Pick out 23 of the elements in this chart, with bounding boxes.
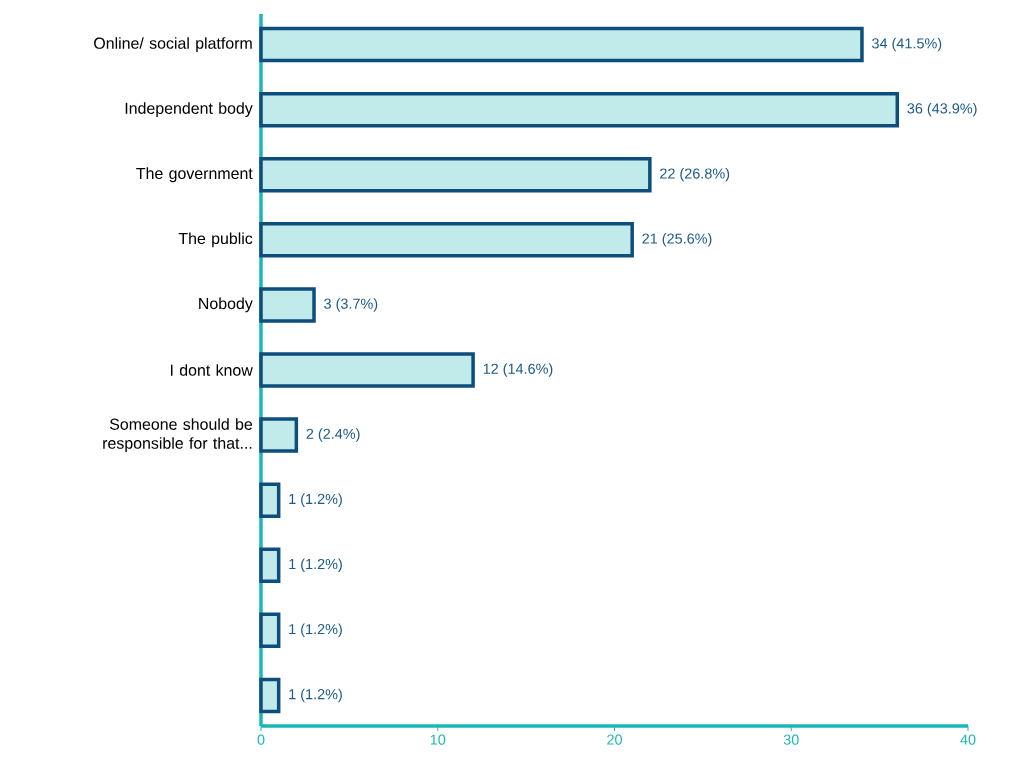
y-tick-label: Independent body — [125, 102, 253, 118]
x-tick-label: 10 — [430, 734, 446, 745]
data-label: 2 (2.4%) — [306, 428, 360, 442]
data-label: 1 (1.2%) — [289, 688, 342, 703]
data-label: 1 (1.2%) — [289, 493, 342, 507]
data-label: 1 (1.2%) — [289, 623, 342, 638]
data-label: 36 (43.9%) — [907, 102, 977, 117]
data-label: 21 (25.6%) — [642, 233, 712, 247]
y-tick-label: The public — [178, 232, 253, 248]
data-label: 22 (26.8%) — [660, 168, 730, 182]
y-tick-label: Online/ social platform — [94, 37, 252, 53]
y-tick-label: Someone should be responsible for that... — [103, 418, 253, 452]
data-label: 1 (1.2%) — [289, 558, 342, 572]
data-label: 34 (41.5%) — [872, 37, 942, 52]
data-label: 3 (3.7%) — [324, 298, 378, 312]
y-tick-label: Nobody — [199, 297, 253, 313]
y-tick-label: I dont know — [170, 364, 253, 376]
x-tick-label: 40 — [960, 734, 976, 745]
x-tick-label: 30 — [783, 734, 799, 745]
y-tick-label: The government — [136, 167, 253, 183]
data-label: 12 (14.6%) — [483, 363, 553, 377]
x-tick-label: 0 — [257, 734, 265, 745]
x-tick-label: 20 — [607, 734, 622, 745]
